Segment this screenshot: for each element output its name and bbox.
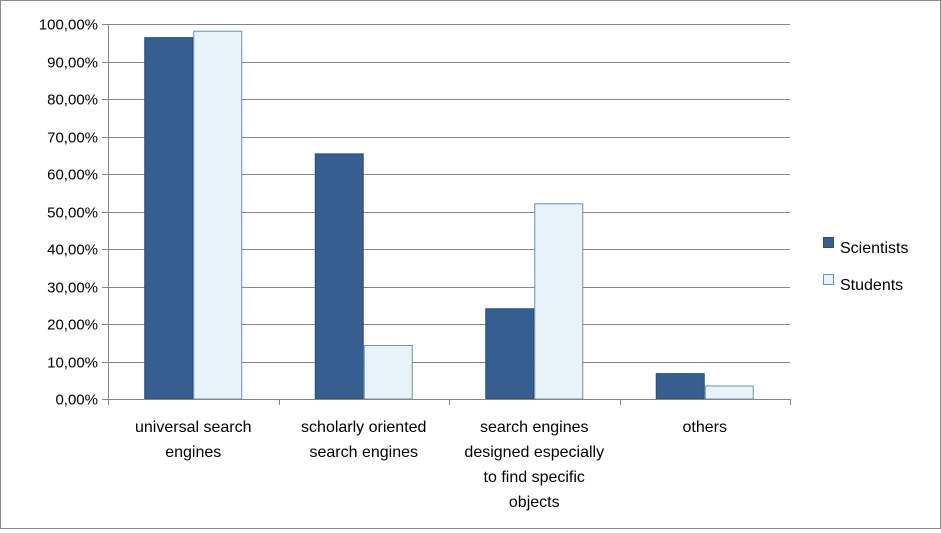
- bar-students-2: [534, 203, 584, 400]
- y-tick-label: 30,00%: [47, 280, 98, 297]
- bar-scientists-1: [314, 153, 364, 400]
- bar-scientists-3: [655, 373, 705, 400]
- bar-students-1: [363, 345, 413, 400]
- bars: [144, 30, 754, 400]
- y-tick-label: 80,00%: [47, 92, 98, 109]
- y-tick-label: 60,00%: [47, 167, 98, 184]
- legend-label-students: Students: [840, 277, 903, 294]
- legend-label-scientists: Scientists: [840, 240, 908, 257]
- y-tick-label: 100,00%: [39, 17, 98, 34]
- bar-students-3: [704, 385, 754, 400]
- y-tick-label: 50,00%: [47, 205, 98, 222]
- y-tick-label: 40,00%: [47, 242, 98, 259]
- x-tick-label: universal search engines: [135, 419, 252, 461]
- legend-swatch-scientists: [823, 237, 834, 248]
- x-axis: universal search engines scholarly oriente…: [108, 399, 791, 511]
- bar-scientists-2: [485, 308, 535, 400]
- y-tick-label: 20,00%: [47, 317, 98, 334]
- x-tick-label: scholarly oriented search engines: [301, 419, 426, 461]
- y-tick-label: 10,00%: [47, 355, 98, 372]
- bar-scientists-0: [144, 37, 194, 400]
- bar-students-0: [193, 30, 243, 400]
- y-axis: 0,00% 10,00% 20,00% 30,00% 40,00% 50,00% 60,00…: [39, 17, 109, 409]
- y-tick-label: 90,00%: [47, 55, 98, 72]
- legend: Scientists Students: [823, 237, 908, 294]
- x-tick-label: others: [683, 419, 727, 436]
- x-tick-label: search engines designed especially to find…: [464, 419, 604, 511]
- y-tick-label: 0,00%: [55, 392, 98, 409]
- y-tick-label: 70,00%: [47, 130, 98, 147]
- legend-swatch-students: [823, 274, 834, 285]
